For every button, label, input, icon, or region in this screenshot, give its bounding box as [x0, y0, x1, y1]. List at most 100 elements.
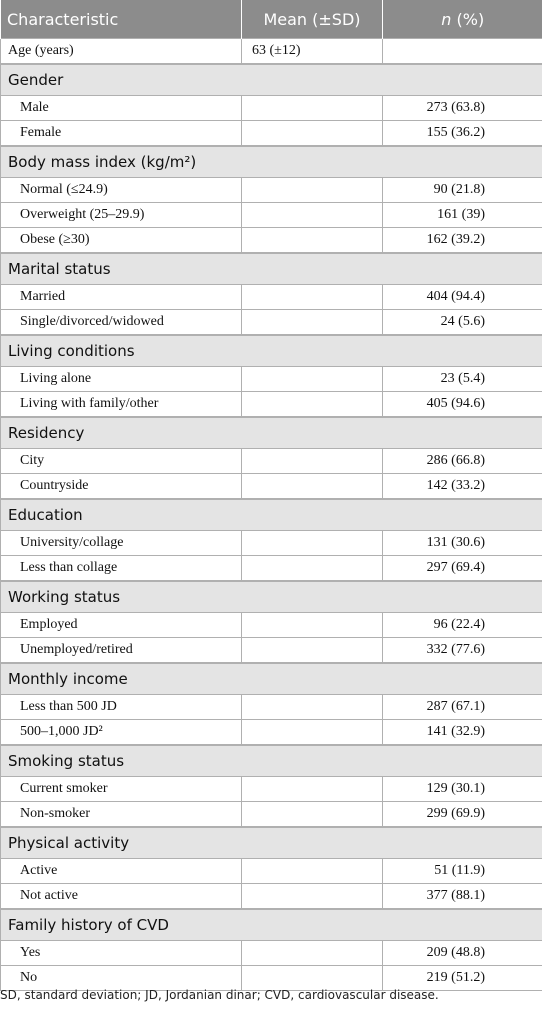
section-row: Working status	[0, 580, 542, 613]
row-label: Living alone	[0, 366, 242, 392]
section-row: Physical activity	[0, 826, 542, 859]
mean-cell	[241, 177, 383, 203]
data-row: Yes 209 (48.8)	[0, 940, 542, 966]
data-row: Female 155 (36.2)	[0, 120, 542, 147]
n-cell: 405 (94.6)	[382, 391, 542, 418]
section-row: Gender	[0, 63, 542, 96]
section-label: Education	[0, 498, 542, 531]
section-label: Physical activity	[0, 826, 542, 859]
row-label: Less than 500 JD	[0, 694, 242, 720]
row-label: Less than collage	[0, 555, 242, 582]
n-cell: 161 (39)	[382, 202, 542, 228]
mean-cell	[241, 883, 383, 910]
mean-cell	[241, 530, 383, 556]
row-label: Female	[0, 120, 242, 147]
mean-cell	[241, 612, 383, 638]
data-row: Single/divorced/widowed 24 (5.6)	[0, 309, 542, 336]
section-label: Gender	[0, 63, 542, 96]
mean-cell	[241, 309, 383, 336]
section-row: Body mass index (kg/m²)	[0, 145, 542, 178]
row-label: Yes	[0, 940, 242, 966]
n-cell: 286 (66.8)	[382, 448, 542, 474]
data-row: Living alone 23 (5.4)	[0, 366, 542, 392]
mean-cell	[241, 965, 383, 991]
row-label: Current smoker	[0, 776, 242, 802]
n-cell: 129 (30.1)	[382, 776, 542, 802]
n-cell: 24 (5.6)	[382, 309, 542, 336]
header-cell: Characteristic	[0, 0, 242, 39]
n-cell: 273 (63.8)	[382, 95, 542, 121]
row-label: Living with family/other	[0, 391, 242, 418]
mean-cell	[241, 801, 383, 828]
section-label: Body mass index (kg/m²)	[0, 145, 542, 178]
data-row: Overweight (25–29.9) 161 (39)	[0, 202, 542, 228]
data-row: Age (years) 63 (±12)	[0, 38, 542, 65]
header-cell: Mean (±SD)	[241, 0, 383, 39]
data-row: Obese (≥30) 162 (39.2)	[0, 227, 542, 254]
mean-cell	[241, 227, 383, 254]
section-label: Monthly income	[0, 662, 542, 695]
data-row: No 219 (51.2)	[0, 965, 542, 991]
section-row: Living conditions	[0, 334, 542, 367]
mean-cell	[241, 448, 383, 474]
section-label: Smoking status	[0, 744, 542, 777]
row-label: Single/divorced/widowed	[0, 309, 242, 336]
section-row: Monthly income	[0, 662, 542, 695]
mean-cell	[241, 95, 383, 121]
data-row: City 286 (66.8)	[0, 448, 542, 474]
n-cell: 299 (69.9)	[382, 801, 542, 828]
row-label: Male	[0, 95, 242, 121]
section-label: Family history of CVD	[0, 908, 542, 941]
mean-cell	[241, 776, 383, 802]
row-label: City	[0, 448, 242, 474]
n-cell: 142 (33.2)	[382, 473, 542, 500]
data-row: Less than collage 297 (69.4)	[0, 555, 542, 582]
section-row: Marital status	[0, 252, 542, 285]
header-cell: n (%)	[382, 0, 542, 39]
section-label: Living conditions	[0, 334, 542, 367]
n-cell: 219 (51.2)	[382, 965, 542, 991]
mean-cell	[241, 473, 383, 500]
data-row: Countryside 142 (33.2)	[0, 473, 542, 500]
section-row: Residency	[0, 416, 542, 449]
data-row: 500–1,000 JD² 141 (32.9)	[0, 719, 542, 746]
header-text: n (%)	[441, 9, 485, 29]
data-row: Not active 377 (88.1)	[0, 883, 542, 910]
mean-cell	[241, 858, 383, 884]
mean-cell	[241, 694, 383, 720]
row-label: Normal (≤24.9)	[0, 177, 242, 203]
n-cell: 377 (88.1)	[382, 883, 542, 910]
data-row: Male 273 (63.8)	[0, 95, 542, 121]
row-label: University/collage	[0, 530, 242, 556]
mean-cell	[241, 719, 383, 746]
data-row: Unemployed/retired 332 (77.6)	[0, 637, 542, 664]
data-row: University/collage 131 (30.6)	[0, 530, 542, 556]
data-row: Married 404 (94.4)	[0, 284, 542, 310]
row-label: Countryside	[0, 473, 242, 500]
row-label: Overweight (25–29.9)	[0, 202, 242, 228]
mean-cell	[241, 366, 383, 392]
mean-cell	[241, 637, 383, 664]
header-row: Characteristic Mean (±SD) n (%)	[0, 0, 542, 39]
data-row: Active 51 (11.9)	[0, 858, 542, 884]
row-label: Not active	[0, 883, 242, 910]
data-row: Current smoker 129 (30.1)	[0, 776, 542, 802]
footnote: SD, standard deviation; JD, Jordanian di…	[0, 988, 439, 1002]
row-label: Employed	[0, 612, 242, 638]
row-label: Age (years)	[0, 38, 242, 65]
section-row: Family history of CVD	[0, 908, 542, 941]
mean-cell	[241, 555, 383, 582]
n-cell: 51 (11.9)	[382, 858, 542, 884]
n-cell	[382, 38, 542, 65]
mean-cell	[241, 202, 383, 228]
mean-cell	[241, 120, 383, 147]
mean-cell	[241, 284, 383, 310]
mean-cell	[241, 391, 383, 418]
row-label: Unemployed/retired	[0, 637, 242, 664]
section-row: Smoking status	[0, 744, 542, 777]
data-row: Normal (≤24.9) 90 (21.8)	[0, 177, 542, 203]
n-cell: 287 (67.1)	[382, 694, 542, 720]
mean-cell: 63 (±12)	[241, 38, 383, 65]
